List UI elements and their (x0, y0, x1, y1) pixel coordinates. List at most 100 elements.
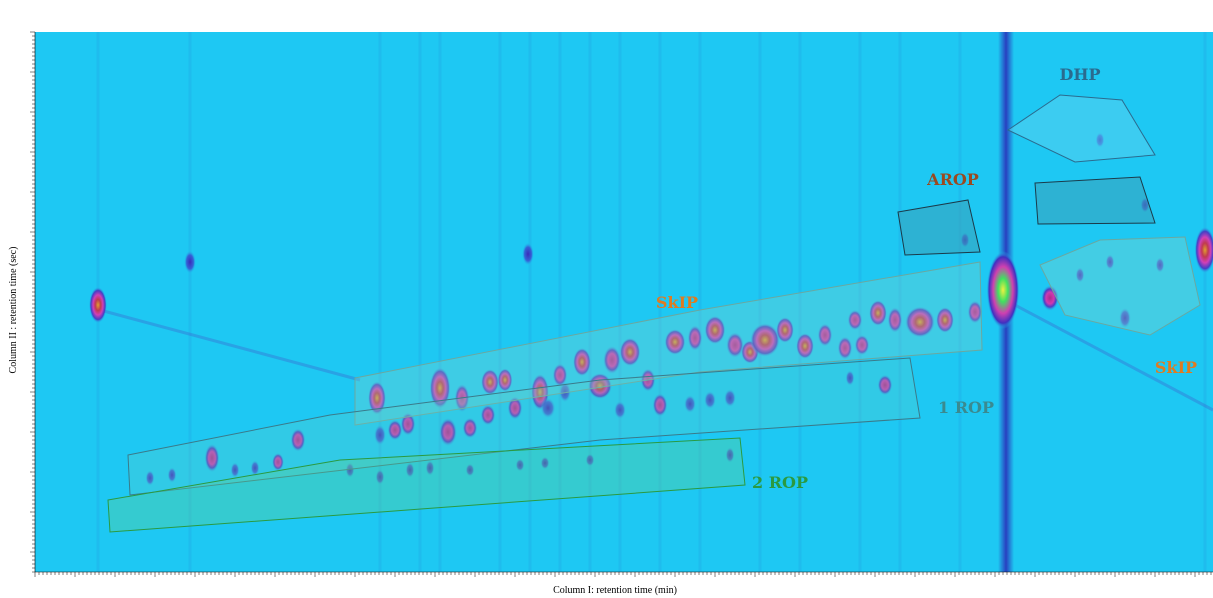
peak (986, 251, 1020, 329)
peak (936, 307, 954, 333)
streak (528, 32, 532, 572)
peak (817, 323, 833, 347)
peak (724, 388, 736, 408)
peak (854, 334, 870, 356)
peak (726, 332, 744, 358)
peak (869, 300, 887, 326)
peak (552, 363, 568, 387)
peak (877, 374, 893, 396)
peak (439, 417, 457, 447)
streak (958, 32, 962, 572)
peak (847, 309, 863, 331)
peak (400, 412, 416, 436)
peak (507, 396, 523, 420)
peak (540, 397, 556, 419)
region-2-rop (107, 437, 746, 533)
baseline-drift (1014, 303, 1213, 412)
streak (558, 32, 562, 572)
peak (684, 394, 696, 414)
peak (652, 393, 668, 417)
ticks (30, 31, 1213, 577)
streak (698, 32, 702, 572)
peak (480, 404, 496, 426)
peak (405, 462, 415, 478)
region-label: AROP (926, 170, 979, 189)
streak (498, 32, 502, 572)
streak (588, 32, 592, 572)
peak (776, 317, 794, 343)
baseline-drift (99, 308, 361, 382)
peak (145, 470, 155, 486)
peak (704, 390, 716, 410)
region-label: 1 ROP (938, 398, 994, 417)
peak (704, 315, 726, 345)
peak (462, 417, 478, 439)
peak (387, 419, 403, 441)
peak (522, 242, 534, 266)
peak (425, 460, 435, 476)
peak (368, 381, 386, 415)
region-label: SkIP (1155, 358, 1197, 377)
peak (272, 452, 284, 472)
peak (1075, 267, 1085, 283)
peak (497, 368, 513, 392)
peak (481, 369, 499, 395)
peak (619, 337, 641, 367)
x-axis-label: Column I: retention time (min) (553, 585, 677, 596)
streak (188, 32, 192, 572)
peak (250, 460, 260, 476)
region-arop (897, 199, 981, 256)
streak (658, 32, 662, 572)
peak (1194, 226, 1213, 274)
peak (614, 400, 626, 420)
peak (796, 333, 814, 359)
peak (290, 428, 306, 452)
region-dhp (1006, 94, 1156, 163)
region-label: DHP (1059, 65, 1100, 84)
peak (750, 323, 780, 357)
region-skip (354, 261, 983, 426)
peak (603, 345, 621, 375)
peak (664, 329, 686, 355)
streak (858, 32, 862, 572)
peak (515, 458, 525, 472)
peak (429, 367, 451, 409)
streak (798, 32, 802, 572)
peak (887, 307, 903, 333)
y-axis-label: Column II : retention time (sec) (8, 247, 19, 374)
streak (898, 32, 902, 572)
streak (438, 32, 442, 572)
peaks (89, 132, 1213, 486)
region-skip-right (1039, 236, 1201, 336)
peak (204, 443, 220, 473)
region-1-rop (127, 357, 921, 496)
peak (585, 453, 595, 467)
peak (967, 300, 983, 324)
streak (418, 32, 422, 572)
peak (345, 462, 355, 478)
region-dhp-lower (1034, 176, 1156, 225)
peak (540, 456, 550, 470)
peak (687, 325, 703, 351)
peak (1041, 285, 1059, 311)
peak (837, 336, 853, 360)
peak (465, 463, 475, 477)
peak (89, 286, 107, 324)
peak (573, 347, 591, 377)
peak (375, 469, 385, 485)
peak (559, 381, 571, 403)
peak (230, 462, 240, 478)
peak (845, 370, 855, 386)
peak (374, 424, 386, 446)
peak (1119, 307, 1131, 329)
peak (1155, 257, 1165, 273)
region-label: SkIP (656, 293, 698, 312)
peak (1105, 254, 1115, 270)
region-label: 2 ROP (752, 473, 808, 492)
regions (107, 94, 1201, 533)
streak (378, 32, 382, 572)
peak (725, 447, 735, 463)
streak (618, 32, 622, 572)
